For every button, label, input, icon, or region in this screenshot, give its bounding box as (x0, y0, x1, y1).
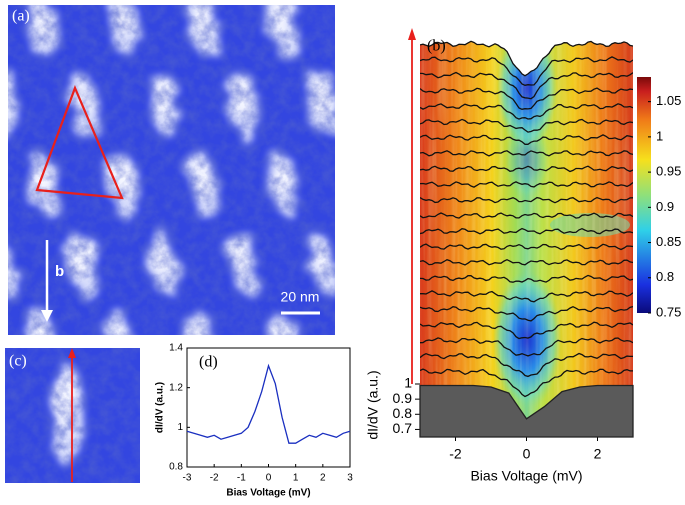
y-tick-label: 0.9 (393, 390, 413, 406)
spectrum-trace (420, 165, 633, 173)
x-axis-label: Bias Voltage (mV) (226, 488, 310, 499)
blob (381, 229, 424, 302)
scale-bar-label: 20 nm (281, 289, 320, 305)
bottom-spectrum (419, 384, 634, 438)
x-tick-label: 0 (523, 446, 531, 462)
spectrum-trace (420, 243, 633, 251)
spectrum-trace (420, 103, 633, 120)
spectrum-trace (420, 337, 633, 357)
spectrum-trace (420, 321, 633, 340)
colorbar-tick-label: 0.8 (656, 269, 674, 284)
spectrum-trace (420, 181, 633, 188)
spectrum-trace (420, 150, 633, 157)
colorbar-tick-label: 0.75 (656, 304, 681, 319)
y-axis-label: dI/dV (a.u.) (155, 382, 166, 433)
y-tick-label: 1.2 (169, 382, 183, 393)
x-tick-label: -1 (237, 473, 246, 484)
colorbar-tick-label: 1.05 (656, 93, 681, 108)
x-tick-label: 2 (594, 446, 602, 462)
arrow-head (41, 310, 53, 322)
y-axis-label: dI/dV (a.u.) (365, 370, 381, 439)
colorbar (637, 77, 651, 313)
arrow-label: b (55, 263, 64, 280)
blob (381, 69, 424, 142)
spectrum-trace (420, 290, 633, 303)
arrow-head (68, 348, 76, 358)
x-tick-label: 0 (266, 473, 272, 484)
y-tick-label: 1.4 (169, 343, 183, 354)
spectrum-line (186, 363, 351, 444)
spectrum-trace (420, 40, 633, 77)
spectrum-trace (420, 352, 633, 378)
blob (341, 0, 384, 61)
colorbar-tick-label: 0.95 (656, 164, 681, 179)
waterfall-surface (420, 30, 633, 437)
x-tick-label: -2 (449, 446, 462, 462)
x-tick-label: -2 (210, 473, 219, 484)
blob (350, 160, 373, 199)
panel-label: (a) (12, 8, 30, 25)
y-tick-label: 0.8 (393, 405, 413, 421)
spectrum-trace (420, 305, 633, 322)
spectrum-trace (420, 274, 633, 283)
y-tick-label: 0.8 (169, 462, 183, 473)
blob (350, 320, 373, 359)
colorbar-tick-label: 1 (656, 128, 663, 143)
spectrum-trace (420, 196, 633, 204)
blob (341, 149, 384, 222)
x-tick-label: -3 (183, 473, 192, 484)
y-tick-label: 0.7 (393, 420, 413, 436)
blob (350, 0, 373, 38)
spectrum-trace (420, 212, 633, 219)
colorbar-tick-label: 0.9 (656, 199, 674, 214)
arrow-head (408, 28, 416, 40)
panel-label: (b) (427, 38, 446, 55)
spectrum-trace (420, 56, 633, 86)
spectrum-trace (420, 368, 633, 398)
spectrum-trace (420, 71, 633, 100)
stm-image-a (8, 0, 424, 359)
x-axis-label: Bias Voltage (mV) (470, 468, 582, 484)
spectrum-trace (420, 87, 633, 110)
triangle (35, 85, 124, 200)
x-tick-label: 2 (320, 473, 326, 484)
x-tick-label: 3 (347, 473, 353, 484)
blob (390, 240, 413, 279)
y-tick-label: 1 (177, 422, 183, 433)
spectrum-trace (420, 118, 633, 133)
panel-label: (c) (9, 353, 27, 370)
spectrum-trace (420, 134, 633, 145)
colorbar-tick-label: 0.85 (656, 234, 681, 249)
y-tick-label: 1 (404, 375, 412, 391)
blob (390, 80, 413, 119)
x-tick-label: 1 (293, 473, 299, 484)
spectrum-trace (420, 258, 633, 266)
panel-label: (d) (199, 354, 218, 371)
spectrum-trace (420, 227, 633, 235)
